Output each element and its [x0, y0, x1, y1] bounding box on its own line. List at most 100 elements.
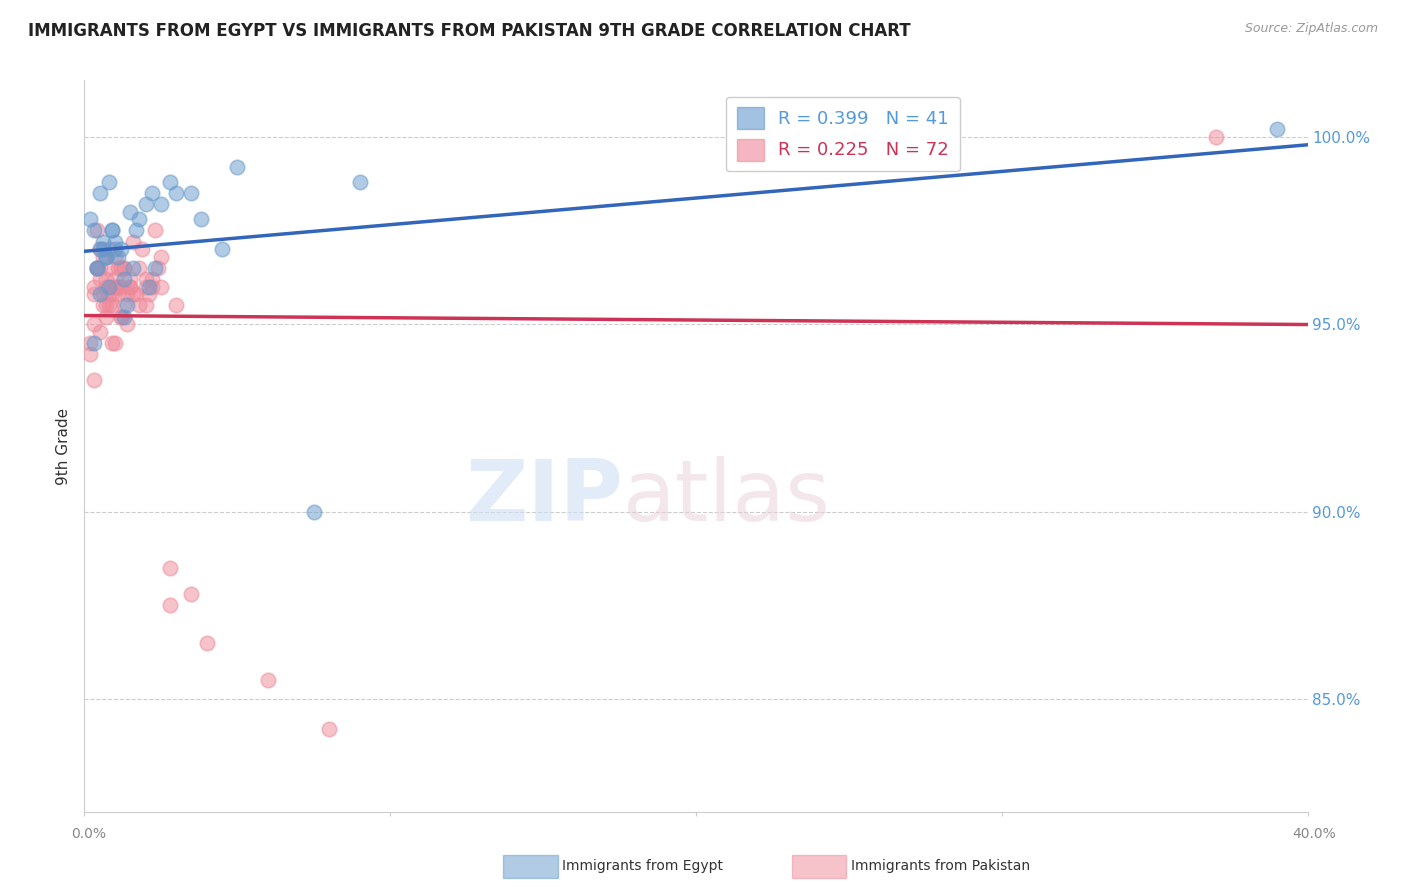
- Text: atlas: atlas: [623, 456, 831, 539]
- Point: [149, 250, 172, 264]
- Point: [104, 235, 127, 249]
- Point: [83, 335, 105, 350]
- Point: [149, 279, 172, 293]
- Point: [146, 260, 169, 275]
- Point: [128, 298, 150, 312]
- Point: [91, 250, 114, 264]
- Point: [94, 279, 117, 293]
- Point: [101, 335, 124, 350]
- Point: [94, 272, 117, 286]
- Point: [120, 272, 142, 286]
- Point: [97, 260, 120, 275]
- Point: [115, 317, 138, 331]
- Point: [135, 197, 157, 211]
- Point: [349, 175, 371, 189]
- Point: [141, 279, 163, 293]
- Point: [110, 279, 132, 293]
- Point: [112, 310, 135, 324]
- Point: [97, 279, 120, 293]
- Point: [143, 223, 166, 237]
- Point: [110, 242, 132, 256]
- Text: IMMIGRANTS FROM EGYPT VS IMMIGRANTS FROM PAKISTAN 9TH GRADE CORRELATION CHART: IMMIGRANTS FROM EGYPT VS IMMIGRANTS FROM…: [28, 22, 911, 40]
- Point: [83, 279, 105, 293]
- Point: [83, 373, 105, 387]
- Point: [89, 242, 111, 256]
- Point: [86, 260, 108, 275]
- Text: ZIP: ZIP: [465, 456, 623, 539]
- Point: [128, 212, 150, 227]
- Point: [91, 242, 114, 256]
- Point: [86, 260, 108, 275]
- Point: [226, 160, 249, 174]
- Point: [143, 260, 166, 275]
- Point: [110, 260, 132, 275]
- Point: [1205, 129, 1227, 144]
- Point: [165, 298, 187, 312]
- Point: [91, 235, 114, 249]
- Point: [112, 298, 135, 312]
- Point: [1265, 122, 1288, 136]
- Point: [190, 212, 212, 227]
- Point: [94, 250, 117, 264]
- Point: [104, 335, 127, 350]
- Point: [112, 260, 135, 275]
- Point: [180, 186, 202, 200]
- Point: [83, 287, 105, 301]
- Point: [83, 223, 105, 237]
- Point: [104, 279, 127, 293]
- Point: [128, 260, 150, 275]
- Point: [97, 242, 120, 256]
- Point: [107, 260, 129, 275]
- Point: [135, 272, 157, 286]
- Point: [135, 298, 157, 312]
- Point: [120, 204, 142, 219]
- Point: [101, 279, 124, 293]
- Point: [104, 242, 127, 256]
- Point: [104, 272, 127, 286]
- Point: [112, 272, 135, 286]
- Y-axis label: 9th Grade: 9th Grade: [56, 408, 72, 484]
- Point: [94, 310, 117, 324]
- Point: [141, 272, 163, 286]
- Point: [115, 287, 138, 301]
- Point: [101, 298, 124, 312]
- Point: [120, 279, 142, 293]
- Point: [125, 223, 148, 237]
- Point: [180, 587, 202, 601]
- Point: [101, 223, 124, 237]
- Point: [97, 175, 120, 189]
- Point: [135, 279, 157, 293]
- Point: [115, 298, 138, 312]
- Point: [89, 186, 111, 200]
- Text: Immigrants from Egypt: Immigrants from Egypt: [562, 859, 724, 873]
- Point: [79, 335, 101, 350]
- Point: [110, 310, 132, 324]
- Text: 0.0%: 0.0%: [72, 827, 105, 841]
- Point: [149, 197, 172, 211]
- Point: [79, 347, 101, 361]
- Point: [86, 260, 108, 275]
- Point: [107, 287, 129, 301]
- Point: [159, 175, 181, 189]
- Point: [101, 223, 124, 237]
- Legend: R = 0.399   N = 41, R = 0.225   N = 72: R = 0.399 N = 41, R = 0.225 N = 72: [725, 96, 960, 171]
- Text: Source: ZipAtlas.com: Source: ZipAtlas.com: [1244, 22, 1378, 36]
- Point: [112, 260, 135, 275]
- Point: [91, 298, 114, 312]
- Point: [302, 505, 325, 519]
- Point: [86, 260, 108, 275]
- Point: [91, 287, 114, 301]
- Point: [89, 287, 111, 301]
- Point: [138, 279, 160, 293]
- Point: [107, 250, 129, 264]
- Point: [107, 279, 129, 293]
- Point: [89, 272, 111, 286]
- Point: [94, 250, 117, 264]
- Point: [79, 212, 101, 227]
- Point: [86, 223, 108, 237]
- Point: [101, 287, 124, 301]
- Point: [110, 310, 132, 324]
- Point: [122, 235, 145, 249]
- Point: [159, 599, 181, 613]
- Point: [94, 298, 117, 312]
